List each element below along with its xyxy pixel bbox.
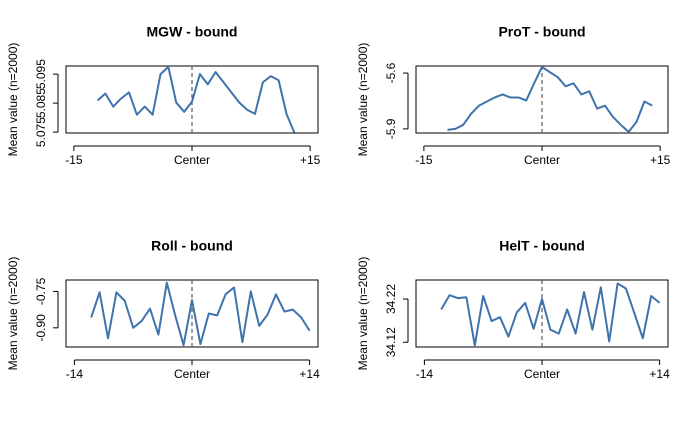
y-tick-label: -5.9 bbox=[384, 118, 398, 139]
y-tick-label: 34.22 bbox=[384, 284, 398, 314]
x-tick-label: -15 bbox=[415, 153, 433, 167]
y-tick-label: -5.6 bbox=[384, 62, 398, 83]
x-tick-label: +14 bbox=[649, 367, 670, 381]
data-line bbox=[90, 281, 311, 347]
data-line bbox=[96, 65, 296, 134]
x-tick-label: Center bbox=[174, 367, 210, 381]
x-tick-label: +14 bbox=[299, 367, 320, 381]
y-tick-label: -0.90 bbox=[34, 314, 48, 342]
y-tick-label: -0.75 bbox=[34, 277, 48, 305]
data-line bbox=[440, 282, 661, 347]
y-axis-label: Mean value (n=2000) bbox=[356, 43, 370, 157]
x-tick-label: -14 bbox=[416, 367, 434, 381]
x-tick-label: Center bbox=[524, 367, 560, 381]
x-tick-label: -14 bbox=[66, 367, 84, 381]
y-axis-label: Mean value (n=2000) bbox=[356, 257, 370, 371]
x-tick-label: +15 bbox=[300, 153, 321, 167]
y-tick-label: 5.075 bbox=[34, 117, 48, 147]
x-tick-label: +15 bbox=[650, 153, 671, 167]
y-tick-label: 5.085 bbox=[34, 88, 48, 118]
panel-title: Roll - bound bbox=[151, 238, 233, 254]
x-tick-label: -15 bbox=[65, 153, 83, 167]
y-tick-label: 34.12 bbox=[384, 327, 398, 357]
y-axis-label: Mean value (n=2000) bbox=[6, 43, 20, 157]
y-tick-label: 5.095 bbox=[34, 59, 48, 89]
panel-title: HelT - bound bbox=[499, 238, 585, 254]
panel-title: ProT - bound bbox=[498, 24, 585, 40]
y-axis-label: Mean value (n=2000) bbox=[6, 257, 20, 371]
data-line bbox=[447, 65, 653, 133]
panel-title: MGW - bound bbox=[147, 24, 238, 40]
x-tick-label: Center bbox=[524, 153, 560, 167]
x-tick-label: Center bbox=[174, 153, 210, 167]
